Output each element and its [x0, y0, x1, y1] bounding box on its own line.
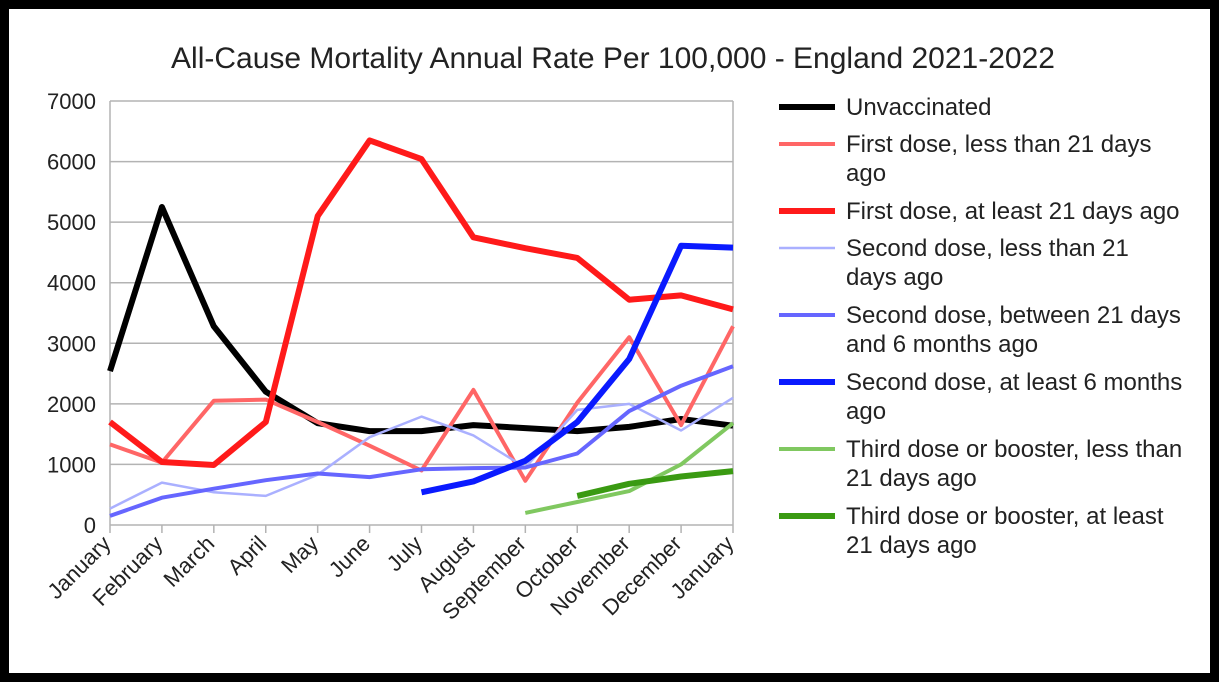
x-tick-label: June [324, 531, 375, 582]
y-tick-label: 7000 [47, 89, 96, 114]
legend: Unvaccinated First dose, less than 21 day… [779, 94, 1182, 559]
legend-label: First dose, less than 21 days ago [846, 131, 1151, 187]
series-line-5 [109, 364, 734, 518]
legend-label: Unvaccinated [846, 94, 991, 121]
series-line-7 [524, 421, 735, 515]
x-tick-label: July [382, 531, 427, 576]
chart-frame [8, 8, 1211, 674]
legend-label: Third dose or booster, less than 21 days … [846, 436, 1182, 492]
y-tick-label: 5000 [47, 210, 96, 235]
x-tick-label: April [222, 531, 271, 580]
x-tick-label: March [158, 531, 219, 592]
series-line-4 [109, 396, 734, 510]
y-tick-label: 6000 [47, 150, 96, 175]
x-tick-label: May [276, 531, 323, 578]
legend-label: Second dose, between 21 days and 6 months… [846, 302, 1181, 358]
y-axis-ticks: 0 1000 2000 3000 4000 5000 6000 7000 [47, 89, 96, 538]
y-tick-label: 0 [84, 513, 96, 538]
legend-label: Second dose, at least 6 months ago [846, 369, 1182, 425]
series-line-3 [108, 137, 734, 468]
series-line-1 [107, 204, 734, 435]
y-tick-label: 2000 [47, 392, 96, 417]
chart-title: All-Cause Mortality Annual Rate Per 100,… [171, 42, 1055, 75]
series-line-6 [420, 242, 734, 496]
legend-label: First dose, at least 21 days ago [846, 198, 1180, 225]
y-tick-label: 1000 [47, 452, 96, 477]
series-lines [107, 137, 735, 518]
legend-label: Third dose or booster, at least 21 days a… [846, 503, 1164, 559]
y-tick-label: 4000 [47, 271, 96, 296]
y-tick-label: 3000 [47, 331, 96, 356]
series-line-8 [576, 468, 734, 499]
legend-label: Second dose, less than 21 days ago [846, 235, 1129, 291]
